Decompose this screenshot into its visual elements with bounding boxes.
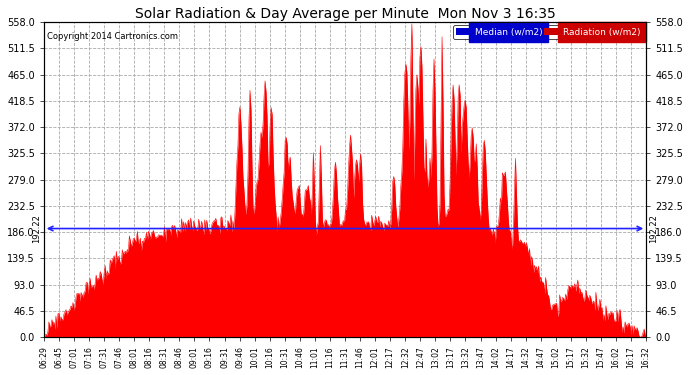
Text: 192.22: 192.22 (32, 214, 41, 243)
Text: Copyright 2014 Cartronics.com: Copyright 2014 Cartronics.com (47, 32, 178, 40)
Title: Solar Radiation & Day Average per Minute  Mon Nov 3 16:35: Solar Radiation & Day Average per Minute… (135, 7, 555, 21)
Text: 192.22: 192.22 (649, 214, 658, 243)
Legend: Median (w/m2), Radiation (w/m2): Median (w/m2), Radiation (w/m2) (453, 25, 644, 39)
